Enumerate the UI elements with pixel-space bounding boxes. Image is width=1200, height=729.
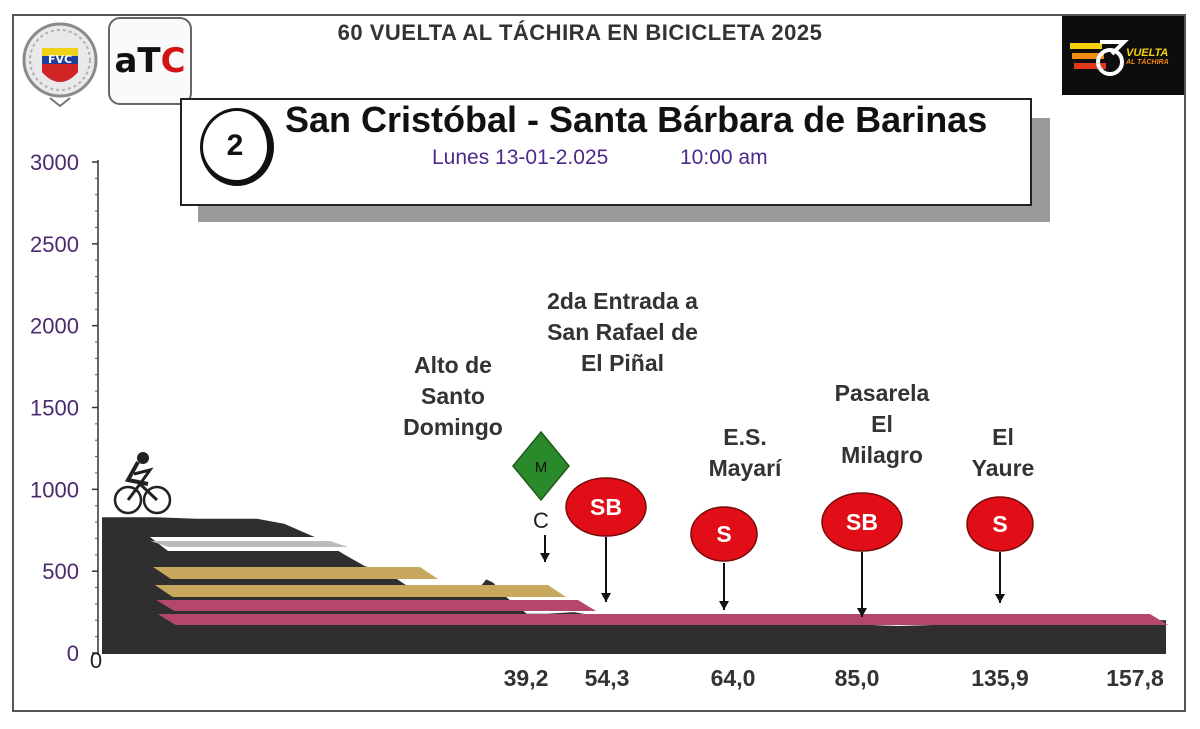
marker-2-sprint-icon xyxy=(565,477,647,537)
x-tick-label-origin: 0 xyxy=(90,648,102,673)
marker-2-symbol: SB xyxy=(590,494,622,520)
profile-band-red xyxy=(156,600,597,611)
profile-band-white-shade xyxy=(150,541,348,547)
annotation-es-mayari: E.S. Mayarí xyxy=(708,424,782,481)
marker-4-sprint-icon xyxy=(821,492,903,552)
race-title: 60 VUELTA AL TÁCHIRA EN BICICLETA 2025 xyxy=(337,20,823,45)
x-tick-label-2: 54,3 xyxy=(585,665,630,691)
stage-route: San Cristóbal - Santa Bárbara de Barinas xyxy=(285,99,988,140)
x-tick-label-1: 39,2 xyxy=(504,665,549,691)
profile-band-tan xyxy=(153,567,438,579)
y-tick-label-2500: 2500 xyxy=(30,232,79,257)
chart-frame xyxy=(12,14,1186,712)
y-tick-label-2000: 2000 xyxy=(30,314,79,339)
vuelta-logo-text: VUELTA xyxy=(1126,47,1169,59)
profile-band-tan-2 xyxy=(154,585,567,597)
marker-4-symbol: SB xyxy=(846,509,878,535)
marker-3-arrow-head xyxy=(719,601,729,610)
y-tick-label-500: 500 xyxy=(42,559,79,584)
annotation-alto-de-santo-domingo: Alto de Santo Domingo xyxy=(403,352,503,440)
x-tick-label-4: 85,0 xyxy=(835,665,880,691)
atc-logo-a: a xyxy=(114,41,138,81)
marker-3-symbol: S xyxy=(716,521,731,547)
y-tick-label-0: 0 xyxy=(67,641,79,666)
vuelta-logo: VUELTA AL TÁCHIRA xyxy=(1062,16,1184,95)
y-tick-label-1000: 1000 xyxy=(30,477,79,502)
marker-2-arrow-head xyxy=(601,593,611,602)
fvc-logo: FVC xyxy=(20,18,100,108)
atc-logo-t: T xyxy=(137,41,161,81)
marker-3-sprint-icon xyxy=(690,506,758,562)
annotation-pasarela-el-milagro: Pasarela El Milagro xyxy=(834,380,930,468)
x-tick-label-3: 64,0 xyxy=(711,665,756,691)
marker-4-arrow-head xyxy=(857,608,867,617)
marker-5-sprint-icon xyxy=(966,496,1034,552)
x-tick-label-6: 157,8 xyxy=(1106,665,1164,691)
x-tick-label-5: 135,9 xyxy=(971,665,1029,691)
cyclist-icon xyxy=(113,452,172,515)
stage-box xyxy=(180,98,1032,206)
stage-date: Lunes 13-01-2.025 xyxy=(432,146,609,169)
marker-1-mountain-icon xyxy=(512,430,570,502)
y-tick-label-1500: 1500 xyxy=(30,396,79,421)
vuelta-logo-sub: AL TÁCHIRA xyxy=(1126,59,1169,66)
annotation-el-yaure: El Yaure xyxy=(971,424,1035,481)
marker-5-arrow-head xyxy=(995,594,1005,603)
fvc-logo-text: FVC xyxy=(48,53,72,66)
atc-logo-c: C xyxy=(160,41,186,81)
profile-band-red-2 xyxy=(157,614,1168,625)
marker-5-symbol: S xyxy=(992,511,1007,537)
marker-1-arrow-head xyxy=(540,553,550,562)
stage-time: 10:00 am xyxy=(680,146,768,169)
stage-number-badge: 2 xyxy=(200,108,274,186)
marker-1-category: C xyxy=(533,508,549,533)
marker-1-symbol: M xyxy=(535,459,548,476)
y-tick-label-3000: 3000 xyxy=(30,150,79,175)
annotation-2da-entrada: 2da Entrada a San Rafael de El Piñal xyxy=(547,288,698,376)
